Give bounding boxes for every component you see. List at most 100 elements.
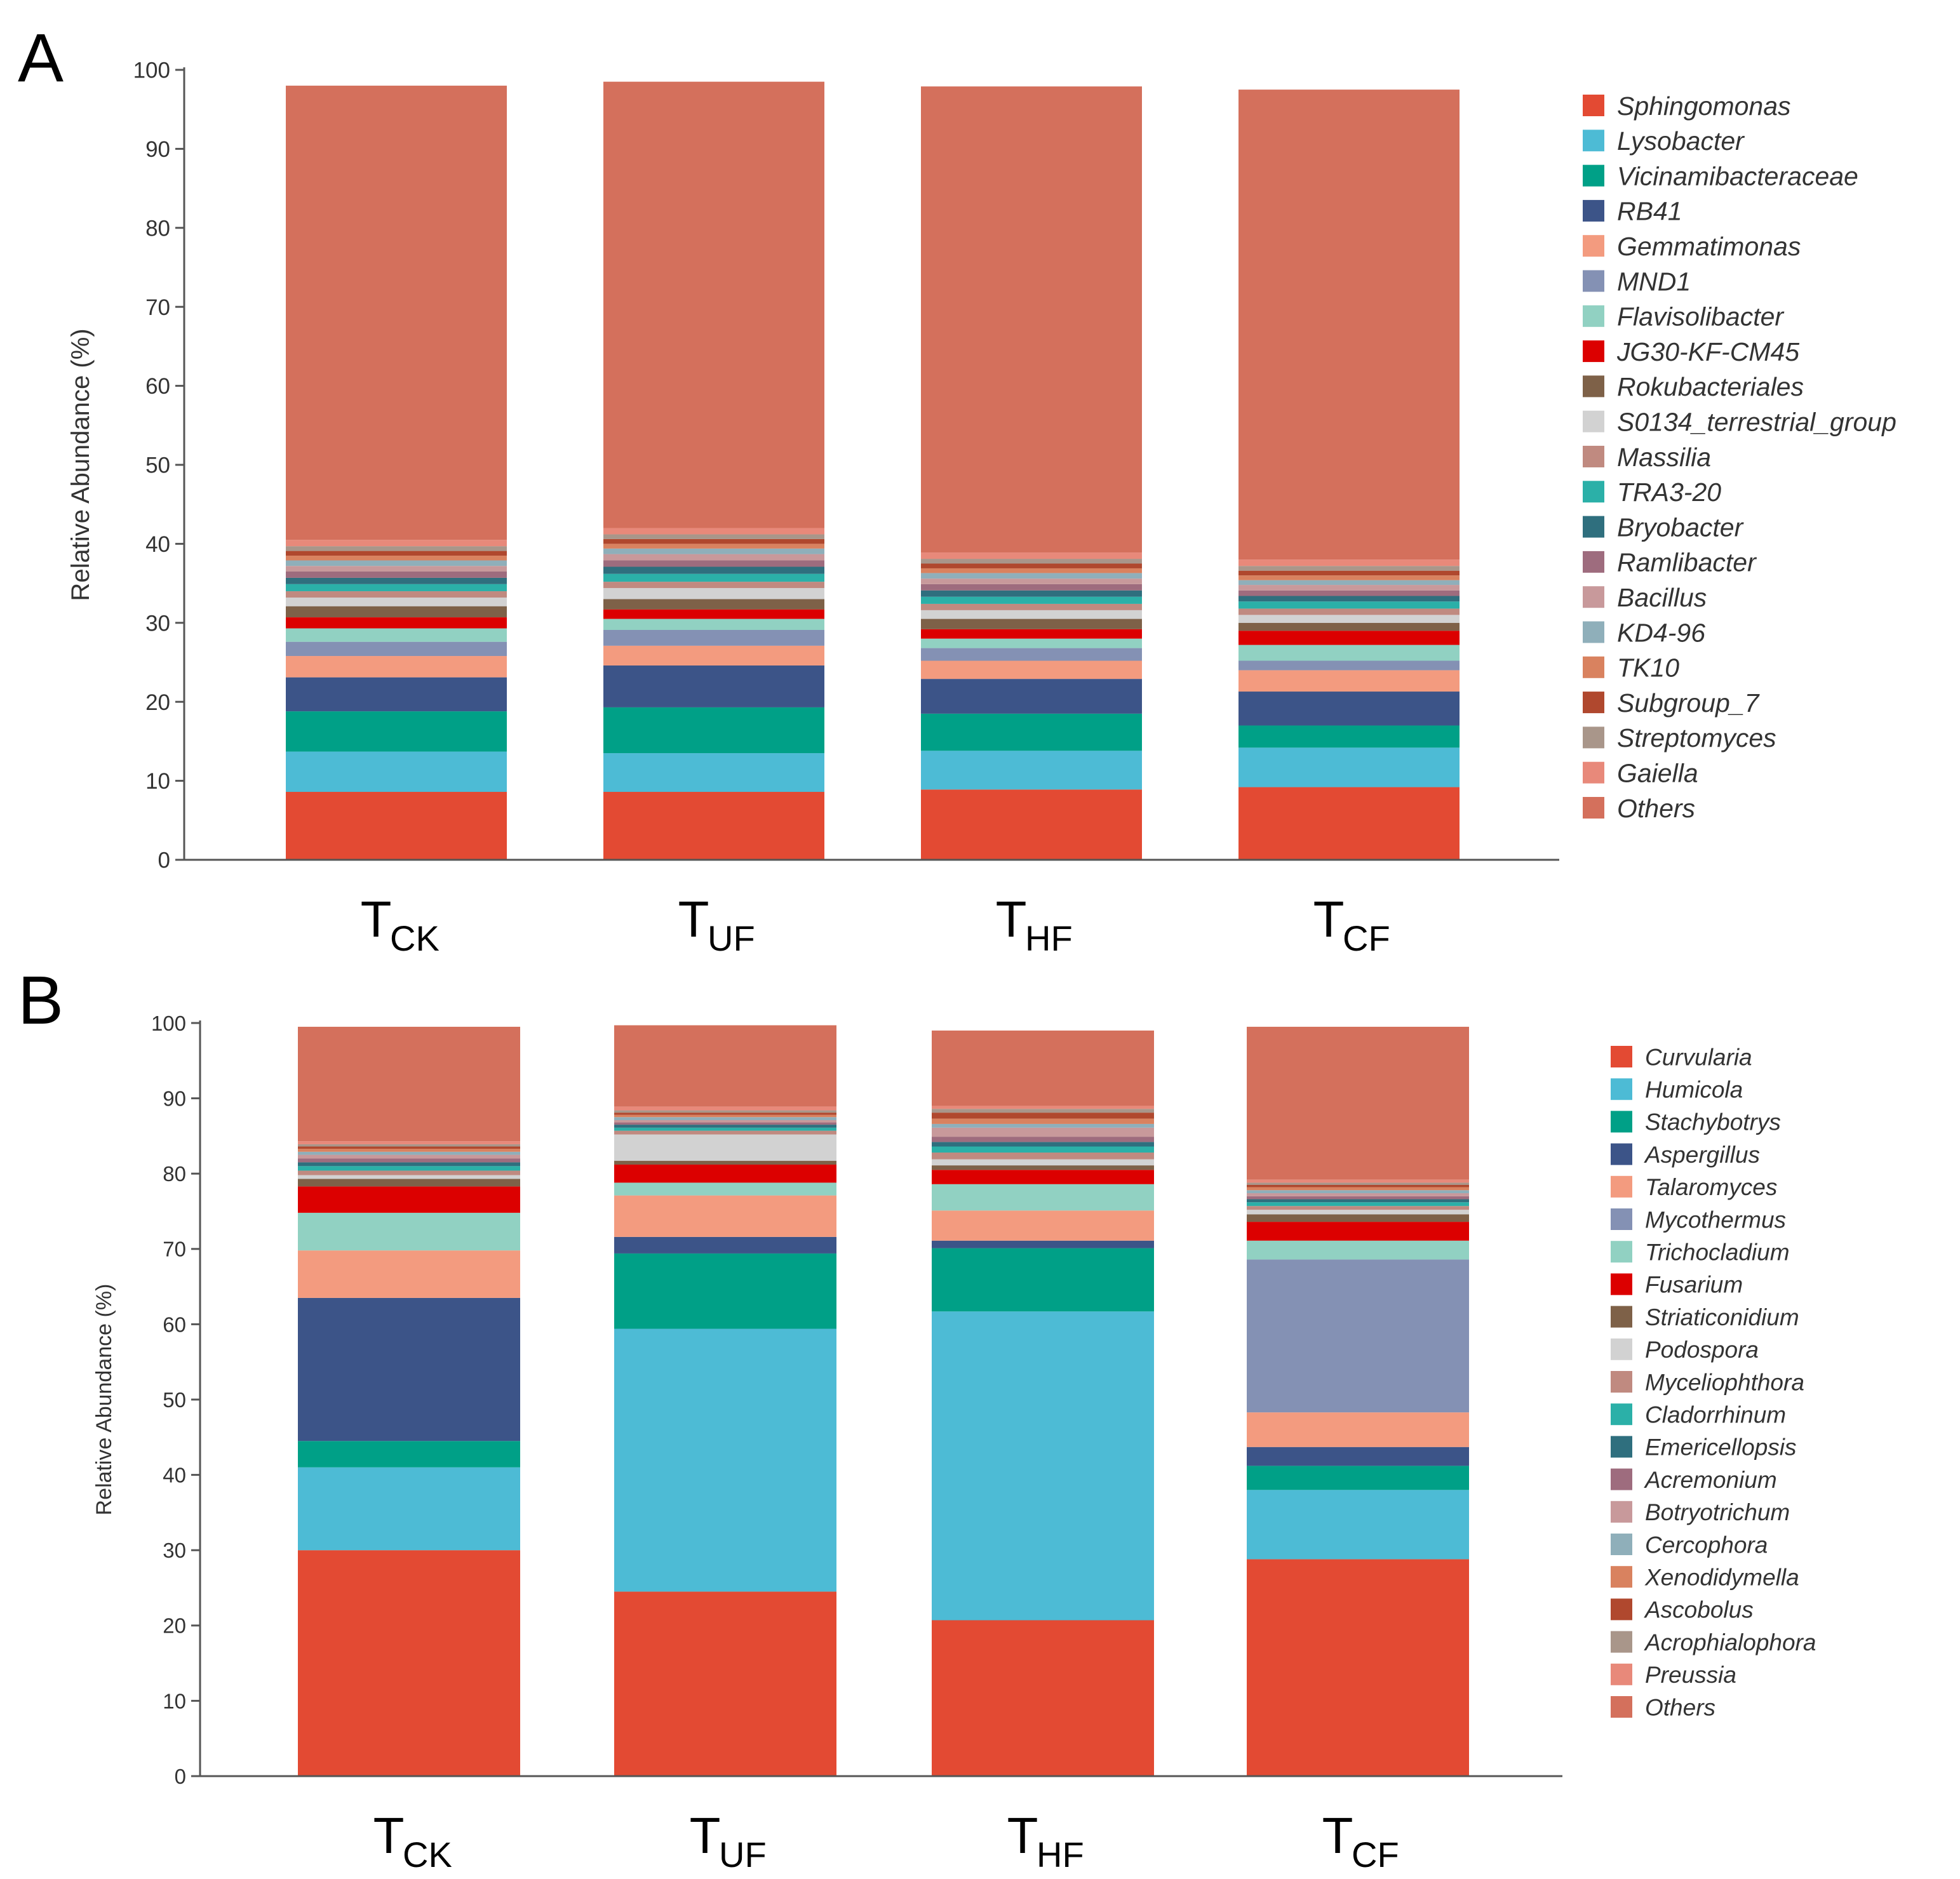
- bar-segment-tra3-20: [921, 596, 1142, 604]
- bar-segment-curvularia: [932, 1620, 1154, 1776]
- bar-stack-thf: [932, 1030, 1154, 1776]
- legend-swatch-fusarium: [1611, 1273, 1632, 1295]
- bar-segment-ascobolus: [298, 1146, 520, 1149]
- bar-segment-vicinamibacteraceae: [286, 711, 507, 752]
- legend-swatch-botryotrichum: [1611, 1501, 1632, 1523]
- bar-segment-others: [614, 1025, 836, 1107]
- bar-segment-humicola: [614, 1328, 836, 1592]
- bar-segment-podospora: [614, 1134, 836, 1161]
- legend-swatch-stachybotrys: [1611, 1111, 1632, 1133]
- legend-label: Others: [1645, 1694, 1715, 1720]
- bar-segment-cladorrhinum: [932, 1146, 1154, 1153]
- bar-segment-humicola: [1247, 1490, 1469, 1560]
- y-axis-title: Relative Abundance (%): [92, 1284, 116, 1516]
- legend-swatch-bryobacter: [1583, 516, 1604, 538]
- bar-segment-trichocladium: [614, 1182, 836, 1196]
- legend-swatch-gemmatimonas: [1583, 235, 1604, 257]
- legend-swatch-gaiella: [1583, 761, 1604, 784]
- y-tick-label: 50: [163, 1388, 186, 1412]
- y-tick-label: 0: [175, 1765, 186, 1788]
- bar-segment-aspergillus: [298, 1297, 520, 1441]
- legend-label: RB41: [1617, 197, 1682, 226]
- bar-segment-trichocladium: [932, 1184, 1154, 1211]
- legend-swatch-lysobacter: [1583, 130, 1604, 152]
- legend-label: MND1: [1617, 267, 1691, 296]
- legend-swatch-podospora: [1611, 1338, 1632, 1360]
- legend-label: Acrophialophora: [1644, 1629, 1816, 1655]
- bar-segment-trichocladium: [1247, 1240, 1469, 1260]
- legend-swatch-flavisolibacter: [1583, 305, 1604, 327]
- bar-segment-ascobolus: [932, 1113, 1154, 1119]
- legend-swatch-others: [1611, 1696, 1632, 1718]
- bar-segment-botryotrichum: [614, 1120, 836, 1123]
- bar-segment-botryotrichum: [1247, 1193, 1469, 1196]
- x-tick-label: T: [678, 891, 709, 947]
- bar-segment-massilia: [603, 582, 824, 589]
- bar-segment-gaiella: [603, 528, 824, 535]
- bar-segment-ramlibacter: [921, 584, 1142, 591]
- bar-segment-massilia: [286, 591, 507, 598]
- bar-segment-sphingomonas: [921, 789, 1142, 860]
- legend-label: Streptomyces: [1617, 723, 1776, 752]
- bar-segment-s0134-terrestrial-group: [1238, 615, 1460, 623]
- bar-segment-s0134-terrestrial-group: [603, 588, 824, 599]
- legend-label: Ascobolus: [1644, 1597, 1754, 1623]
- legend-swatch-vicinamibacteraceae: [1583, 164, 1604, 187]
- legend-label: Sphingomonas: [1617, 91, 1791, 121]
- bar-segment-ascobolus: [614, 1113, 836, 1115]
- bar-segment-rb41: [603, 665, 824, 707]
- legend-label: Acremonium: [1644, 1467, 1777, 1493]
- bar-segment-preussia: [614, 1106, 836, 1111]
- legend-label: Subgroup_7: [1617, 688, 1761, 718]
- legend-swatch-ascobolus: [1611, 1598, 1632, 1621]
- legend-swatch-kd4-96: [1583, 621, 1604, 643]
- bar-segment-tk10: [921, 568, 1142, 573]
- y-tick-label: 10: [145, 769, 170, 794]
- bar-segment-curvularia: [298, 1550, 520, 1776]
- legend-swatch-aspergillus: [1611, 1143, 1632, 1165]
- bar-segment-vicinamibacteraceae: [603, 707, 824, 754]
- legend-label: Flavisolibacter: [1617, 302, 1785, 331]
- legend-label: Emericellopsis: [1645, 1434, 1797, 1461]
- legend-label: JG30-KF-CM45: [1616, 337, 1799, 366]
- bar-segment-xenodidymella: [298, 1149, 520, 1152]
- bar-segment-acrophialophora: [298, 1144, 520, 1147]
- bar-segment-stachybotrys: [1247, 1466, 1469, 1490]
- legend-label: S0134_terrestrial_group: [1617, 407, 1896, 436]
- bar-segment-talaromyces: [932, 1210, 1154, 1241]
- y-tick-label: 40: [145, 532, 170, 557]
- bar-segment-flavisolibacter: [286, 628, 507, 642]
- bar-segment-others: [603, 81, 824, 528]
- bar-segment-emericellopsis: [298, 1162, 520, 1167]
- legend-swatch-myceliophthora: [1611, 1371, 1632, 1393]
- bar-segment-fusarium: [1247, 1222, 1469, 1241]
- bar-segment-flavisolibacter: [603, 619, 824, 630]
- bar-segment-sphingomonas: [1238, 787, 1460, 860]
- bar-segment-tra3-20: [286, 584, 507, 592]
- legend-label: Podospora: [1645, 1337, 1759, 1363]
- y-tick-label: 60: [163, 1313, 186, 1336]
- bar-segment-myceliophthora: [614, 1130, 836, 1135]
- x-tick-label: T: [1313, 891, 1345, 947]
- bar-segment-rb41: [921, 679, 1142, 714]
- bar-segment-massilia: [1238, 608, 1460, 615]
- bar-segment-botryotrichum: [932, 1127, 1154, 1137]
- bar-segment-others: [1238, 90, 1460, 560]
- bar-segment-bacillus: [921, 578, 1142, 584]
- legend-swatch-rb41: [1583, 199, 1604, 222]
- bar-segment-curvularia: [614, 1591, 836, 1776]
- bar-segment-cercophora: [614, 1117, 836, 1120]
- y-tick-label: 100: [151, 1012, 186, 1035]
- y-tick-label: 70: [163, 1238, 186, 1261]
- x-tick-subscript: HF: [1037, 1835, 1084, 1875]
- bar-segment-mnd1: [1238, 660, 1460, 671]
- bar-segment-tk10: [603, 544, 824, 549]
- x-tick-subscript: CF: [1352, 1835, 1399, 1875]
- bar-segment-myceliophthora: [932, 1152, 1154, 1160]
- legend-swatch-humicola: [1611, 1078, 1632, 1100]
- legend-label: Rokubacteriales: [1617, 372, 1804, 401]
- bar-segment-fusarium: [932, 1170, 1154, 1184]
- bar-segment-emericellopsis: [1247, 1199, 1469, 1203]
